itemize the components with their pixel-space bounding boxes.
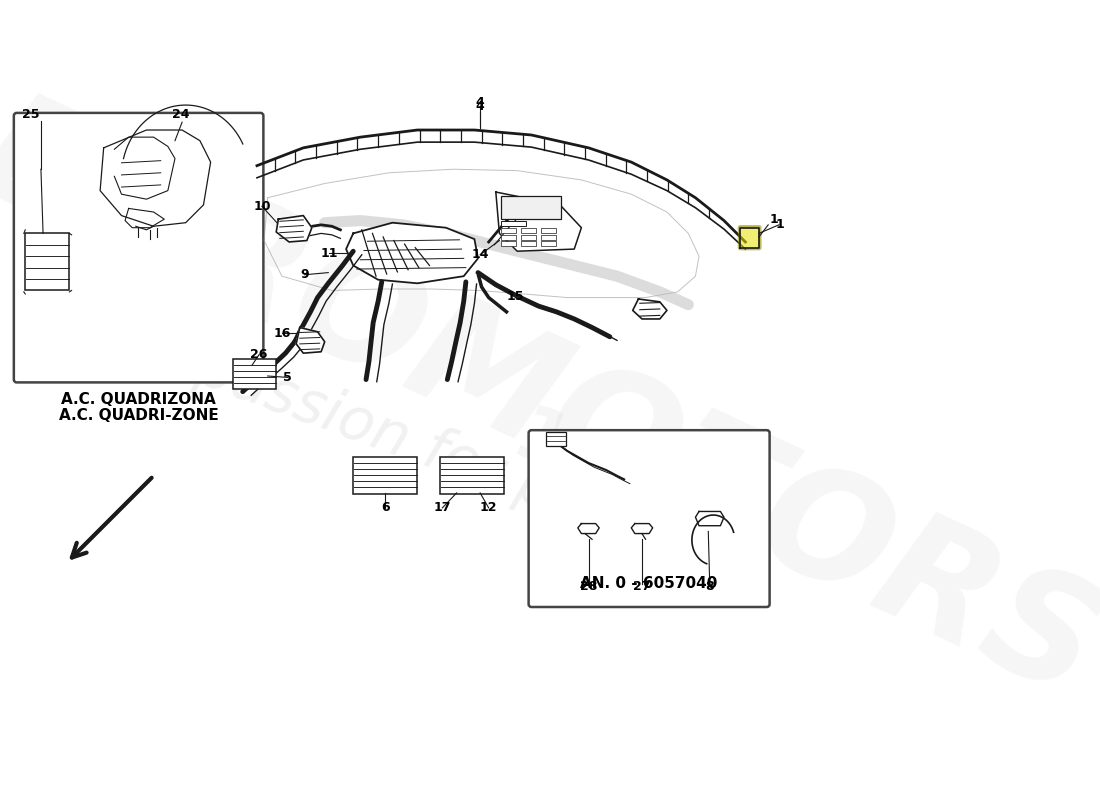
FancyBboxPatch shape <box>529 430 770 607</box>
Bar <box>500 242 517 246</box>
Text: 5: 5 <box>284 371 292 384</box>
Text: 1: 1 <box>776 218 784 231</box>
Text: EUROMOTORS: EUROMOTORS <box>0 79 1100 730</box>
Bar <box>541 235 557 240</box>
Bar <box>353 457 417 494</box>
Polygon shape <box>632 299 667 319</box>
Bar <box>541 229 557 234</box>
Bar <box>541 242 557 246</box>
Text: 17: 17 <box>433 502 451 514</box>
Bar <box>500 229 517 234</box>
Text: AN. 0 - 6057040: AN. 0 - 6057040 <box>581 576 718 591</box>
Text: 6: 6 <box>381 502 389 514</box>
Polygon shape <box>296 327 324 353</box>
FancyBboxPatch shape <box>14 113 263 382</box>
Bar <box>520 229 537 234</box>
Bar <box>500 221 526 226</box>
Bar <box>520 242 537 246</box>
Text: 16: 16 <box>273 326 290 340</box>
Text: 15: 15 <box>507 290 525 302</box>
Text: 9: 9 <box>300 268 309 282</box>
Polygon shape <box>276 215 312 242</box>
Text: 25: 25 <box>22 108 40 121</box>
Text: 11: 11 <box>320 247 338 260</box>
Text: 27: 27 <box>634 580 651 593</box>
Text: 4: 4 <box>476 97 484 110</box>
Bar <box>233 359 276 389</box>
FancyBboxPatch shape <box>739 226 760 249</box>
Bar <box>500 196 561 219</box>
Bar <box>500 235 517 240</box>
Text: 28: 28 <box>580 580 597 593</box>
Bar <box>440 457 505 494</box>
Polygon shape <box>346 222 478 283</box>
Text: 14: 14 <box>472 248 488 262</box>
Text: 10: 10 <box>253 200 271 213</box>
Text: 26: 26 <box>251 348 267 361</box>
Text: a passion for parts: a passion for parts <box>138 320 669 560</box>
Polygon shape <box>496 192 582 251</box>
Text: 8: 8 <box>705 580 714 593</box>
Text: 195: 195 <box>500 400 676 534</box>
Text: 4: 4 <box>476 100 484 113</box>
Text: A.C. QUADRIZONA: A.C. QUADRIZONA <box>62 392 216 407</box>
Bar <box>520 235 537 240</box>
Text: 12: 12 <box>480 502 497 514</box>
Bar <box>546 432 565 446</box>
Text: 24: 24 <box>172 108 189 121</box>
Text: A.C. QUADRI-ZONE: A.C. QUADRI-ZONE <box>58 408 219 423</box>
Bar <box>25 234 69 290</box>
Text: 1: 1 <box>770 213 779 226</box>
